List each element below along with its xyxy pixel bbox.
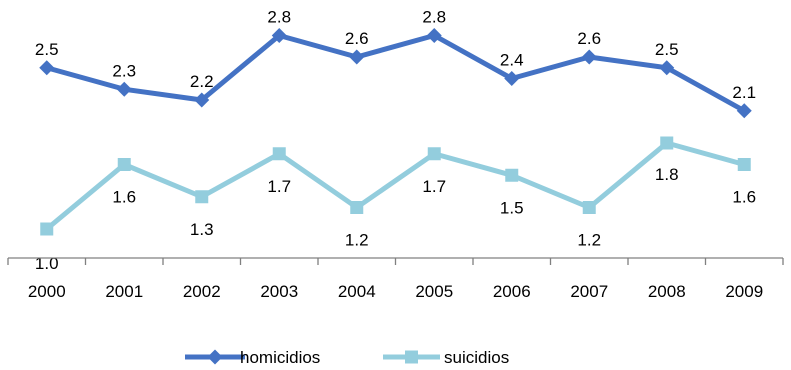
data-point-suicidios [117, 158, 131, 171]
data-point-suicidios [737, 158, 751, 171]
data-point-homicidios [271, 28, 287, 43]
data-label-homicidios: 2.5 [655, 40, 679, 59]
legend: homicidios suicidios [185, 348, 509, 367]
data-point-suicidios [582, 201, 596, 214]
x-tick-label: 2004 [338, 282, 376, 301]
data-label-homicidios: 2.4 [500, 51, 524, 70]
data-point-homicidios [581, 49, 597, 65]
data-point-suicidios [660, 136, 674, 150]
data-label-homicidios: 2.8 [267, 8, 291, 27]
plot-area: 2.52.32.22.82.62.82.42.62.52.11.01.61.31… [35, 8, 756, 274]
data-point-homicidios [504, 71, 520, 86]
data-label-suicidios: 1.6 [732, 188, 756, 207]
data-label-homicidios: 2.1 [732, 83, 756, 102]
legend-item-homicidios: homicidios [185, 348, 320, 367]
x-tick-label: 2002 [183, 282, 221, 301]
data-point-homicidios [194, 92, 210, 108]
data-label-homicidios: 2.5 [35, 40, 59, 59]
x-tick-label: 2008 [648, 282, 686, 301]
legend-marker-square-icon [405, 350, 418, 364]
series-line-homicidios [44, 33, 747, 114]
data-label-suicidios: 1.7 [267, 177, 291, 196]
data-label-suicidios: 1.5 [500, 198, 524, 217]
x-tick-label: 2005 [415, 282, 453, 301]
data-label-homicidios: 2.2 [190, 72, 214, 91]
data-label-homicidios: 2.6 [577, 29, 601, 48]
data-label-suicidios: 1.0 [35, 254, 59, 273]
x-tick-label: 2006 [493, 282, 531, 301]
data-label-suicidios: 1.2 [345, 231, 369, 250]
data-point-homicidios [116, 81, 132, 97]
x-tick-label: 2000 [28, 282, 66, 301]
data-label-suicidios: 1.3 [190, 220, 214, 239]
data-point-suicidios [505, 168, 519, 182]
data-label-suicidios: 1.6 [112, 188, 136, 207]
legend-label: homicidios [240, 348, 320, 367]
x-tick-label: 2007 [570, 282, 608, 301]
data-point-suicidios [272, 147, 286, 161]
series-line-suicidios [44, 140, 747, 232]
data-point-suicidios [40, 222, 54, 236]
x-tick-label: 2003 [260, 282, 298, 301]
data-point-homicidios [736, 103, 752, 119]
data-point-suicidios [350, 201, 364, 214]
series-homicidios: 2.5 2.3 2.2 2.8 2.6 2.8 2.4 2.6 2.5 2.1 [35, 8, 756, 119]
x-tick-label: 2009 [725, 282, 763, 301]
data-label-homicidios: 2.3 [112, 61, 136, 80]
data-point-homicidios [659, 60, 675, 76]
data-label-suicidios: 1.2 [577, 231, 601, 250]
data-point-homicidios [39, 60, 55, 76]
x-axis: 2000 2001 2002 2003 2004 2005 2006 2007 2008 2009 [7, 257, 784, 301]
data-point-suicidios [195, 190, 209, 204]
data-label-suicidios: 1.8 [655, 165, 679, 184]
data-label-suicidios: 1.7 [422, 177, 446, 196]
legend-item-suicidios: suicidios [383, 348, 509, 367]
data-point-suicidios [427, 147, 441, 161]
legend-marker-diamond-icon [207, 349, 223, 365]
x-tick-label: 2001 [105, 282, 143, 301]
data-point-homicidios [349, 49, 365, 65]
data-point-homicidios [426, 28, 442, 43]
data-label-homicidios: 2.6 [345, 29, 369, 48]
legend-label: suicidios [444, 348, 509, 367]
data-label-homicidios: 2.8 [422, 8, 446, 27]
series-suicidios: 1.0 1.6 1.3 1.7 1.2 1.7 1.5 1.2 1.8 1.6 [35, 136, 756, 273]
